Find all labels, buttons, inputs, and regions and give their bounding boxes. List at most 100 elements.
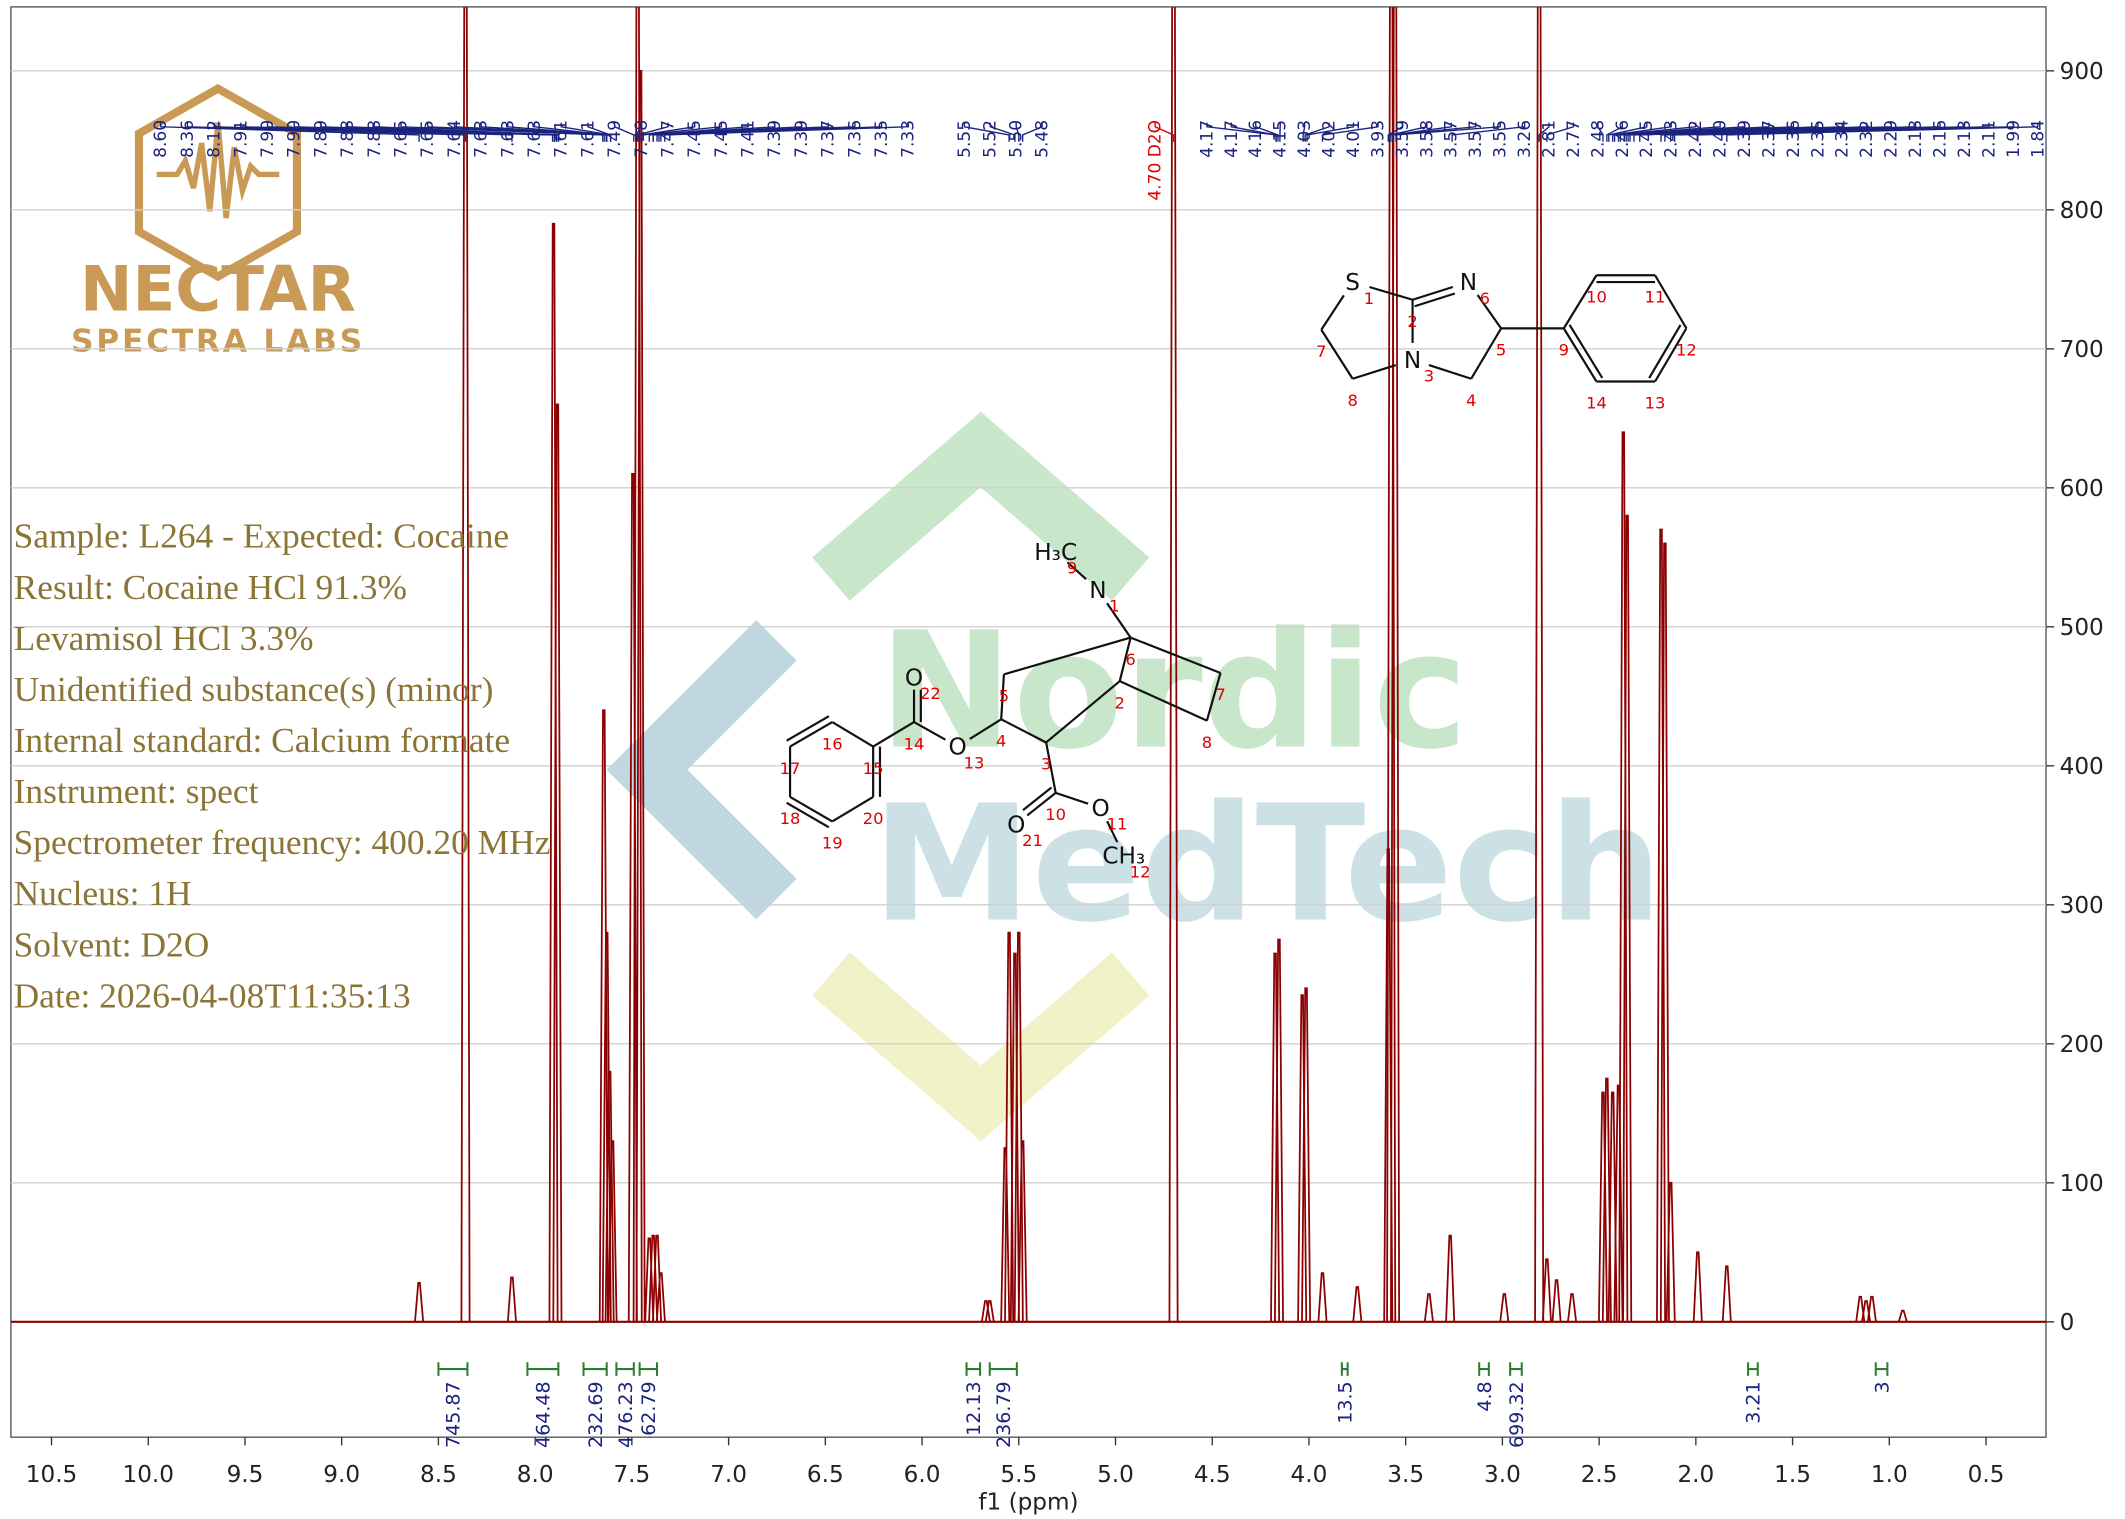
peak	[644, 1237, 655, 1322]
bond	[1022, 786, 1053, 811]
bond	[789, 721, 833, 748]
bond	[1066, 561, 1087, 581]
peak-label-connector	[373, 122, 560, 142]
atom-symbol: O	[905, 665, 923, 691]
info-line: Instrument: spect	[14, 771, 259, 811]
peak	[1613, 1084, 1624, 1322]
peak-label-connector	[652, 122, 803, 142]
peak	[1423, 1293, 1434, 1322]
atom-symbol: N	[1404, 348, 1421, 374]
wm-text: MedTech	[872, 771, 1663, 958]
atom-number: 5	[1496, 341, 1506, 360]
peak	[1721, 1265, 1732, 1322]
peak-label-connector	[1154, 122, 1175, 142]
peak-label-connector	[453, 122, 606, 142]
atom-number: 14	[904, 734, 925, 753]
bond	[1045, 680, 1121, 744]
info-line: Internal standard: Calcium formate	[14, 720, 510, 760]
y-tick-label: 900	[2060, 59, 2104, 85]
atom-number: 18	[780, 809, 801, 828]
bond	[1428, 364, 1472, 380]
peak	[1567, 1293, 1578, 1322]
bond	[1476, 294, 1503, 329]
atom-number: 4	[1466, 391, 1476, 410]
peak-label: 7.89	[311, 120, 331, 158]
peak-label-connector	[1451, 122, 1526, 142]
integral-label: 464.48	[533, 1381, 555, 1448]
x-tick-label: 10.5	[26, 1462, 78, 1488]
x-tick-label: 1.0	[1871, 1462, 1908, 1488]
info-line: Levamisol HCl 3.3%	[14, 618, 314, 658]
atom-number: 6	[1480, 289, 1490, 308]
peak-label: 1.84	[2028, 120, 2048, 158]
peak	[601, 931, 612, 1322]
peak	[1551, 1279, 1562, 1322]
y-tick-label: 0	[2060, 1310, 2075, 1336]
x-tick-label: 9.0	[323, 1462, 360, 1488]
atom-number: 15	[863, 759, 884, 778]
atom-number: 2	[1407, 312, 1417, 331]
x-tick-label: 0.5	[1968, 1462, 2005, 1488]
watermark: Nordic MedTech	[606, 411, 1663, 1142]
peak-label: 5.52	[981, 120, 1001, 158]
x-tick-label: 8.5	[420, 1462, 457, 1488]
peak	[1270, 952, 1281, 1322]
atom-number: 22	[920, 684, 941, 703]
y-tick-label: 400	[2060, 754, 2104, 780]
peak	[1499, 1293, 1510, 1322]
peak-label: 4.15	[1271, 120, 1291, 158]
info-line: Date: 2026-04-08T11:35:13	[14, 975, 411, 1015]
atom-number: 9	[1067, 559, 1077, 578]
atom-symbol: N	[1089, 578, 1106, 604]
bond	[1000, 718, 1047, 744]
peak	[1601, 1077, 1612, 1322]
peak	[1866, 1295, 1877, 1322]
peak	[980, 1300, 991, 1322]
x-tick-label: 6.0	[904, 1462, 941, 1488]
x-tick-label: 5.5	[1000, 1462, 1037, 1488]
wm-chevron	[812, 411, 1150, 601]
peak-label-connector	[640, 122, 723, 142]
bond	[1003, 636, 1131, 676]
peak-label: 5.55	[955, 120, 975, 158]
peak	[1855, 1295, 1866, 1322]
peak-label-connector	[1021, 122, 1043, 142]
atom-symbol: O	[1092, 796, 1110, 822]
bond	[1106, 602, 1132, 639]
peak-label-connector	[1697, 122, 2015, 142]
peak	[648, 1234, 659, 1322]
peak	[604, 1070, 615, 1322]
logo-name: NECTAR	[80, 253, 356, 326]
atom-number: 3	[1424, 366, 1434, 385]
bond	[1118, 637, 1132, 682]
peak-label-connector	[186, 122, 467, 142]
atom-number: 11	[1107, 815, 1128, 834]
peak	[1017, 1140, 1028, 1322]
peak	[655, 1272, 666, 1322]
peak	[1168, 6, 1179, 1322]
peak-label: 2.11	[1979, 120, 1999, 158]
peak-label-connector	[1617, 122, 1721, 142]
peak-label-connector	[587, 122, 612, 142]
atom-symbol: O	[949, 735, 967, 761]
peak	[632, 6, 643, 1322]
x-tick-label: 4.0	[1291, 1462, 1328, 1488]
info-line: Sample: L264 - Expected: Cocaine	[14, 516, 510, 556]
integral-range	[1478, 1362, 1490, 1376]
y-tick-label: 800	[2060, 198, 2104, 224]
bond	[1412, 285, 1454, 301]
peak	[1390, 6, 1401, 1322]
atom-number: 10	[1045, 805, 1066, 824]
atom-symbol: N	[1460, 270, 1477, 296]
peak-label-connector	[664, 122, 909, 142]
peak-label-connector	[1726, 122, 2039, 142]
bond	[1000, 674, 1006, 720]
peak	[1445, 1234, 1456, 1322]
peak	[1897, 1309, 1908, 1323]
peak	[1622, 514, 1633, 1322]
peak-label: 2.77	[1564, 120, 1584, 158]
peaks	[414, 6, 1908, 1323]
peak	[607, 1140, 618, 1322]
peak-label: 7.33	[899, 120, 919, 158]
